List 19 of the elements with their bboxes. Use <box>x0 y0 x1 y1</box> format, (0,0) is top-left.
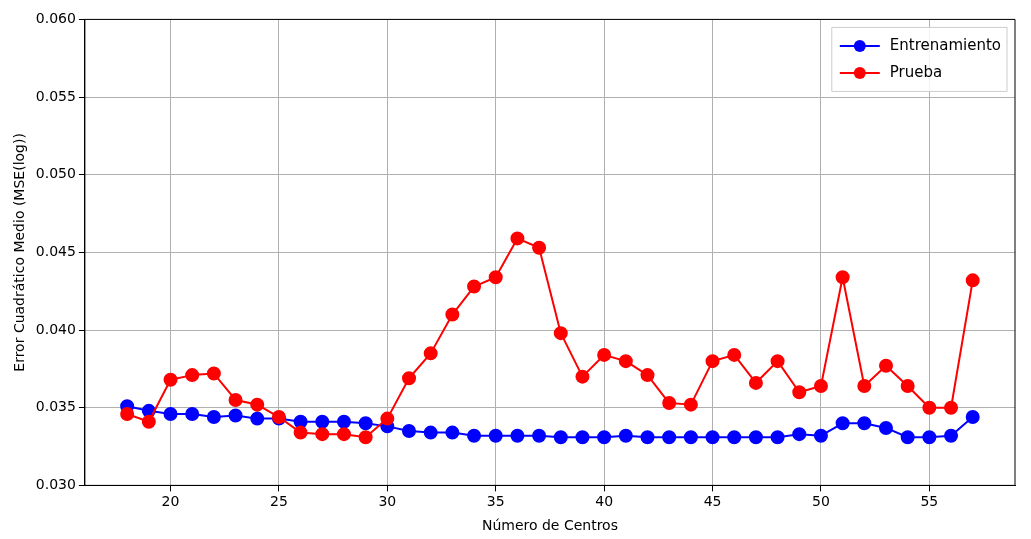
x-axis-title: Número de Centros <box>481 517 618 534</box>
legend-label: Entrenamiento <box>889 35 1002 54</box>
legend-label: Prueba <box>889 62 943 81</box>
y-tick-label: 0.050 <box>35 165 76 182</box>
y-tick-label: 0.035 <box>35 398 76 415</box>
x-tick-label: 25 <box>270 493 288 510</box>
y-tick-label: 0.030 <box>35 476 76 493</box>
x-tick-label: 20 <box>161 493 180 510</box>
x-tick-label: 35 <box>486 493 505 510</box>
x-tick-label: 50 <box>812 493 830 510</box>
x-tick-label: 30 <box>378 493 397 510</box>
y-axis-title: Error Cuadrático Medio (MSE(log)) <box>11 133 28 372</box>
y-tick-label: 0.045 <box>35 243 76 260</box>
x-tick-label: 45 <box>703 493 722 510</box>
y-tick-label: 0.060 <box>35 10 76 27</box>
y-tick-label: 0.040 <box>35 320 76 337</box>
x-tick-label: 55 <box>920 493 939 510</box>
x-tick-label: 40 <box>595 493 614 510</box>
y-tick-label: 0.055 <box>35 87 76 104</box>
